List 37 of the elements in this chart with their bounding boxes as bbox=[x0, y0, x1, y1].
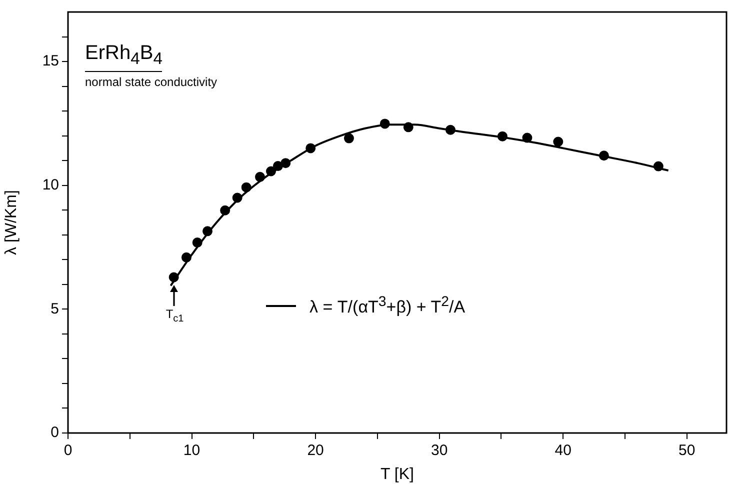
annotation: T$_{c1}$ bbox=[166, 307, 184, 325]
text: normal state conductivity bbox=[85, 75, 218, 89]
x-tick-label: 40 bbox=[554, 442, 572, 460]
point bbox=[192, 238, 202, 248]
x-tick-label: 10 bbox=[183, 442, 200, 460]
y-axis-title: λ [W/Km] bbox=[3, 190, 20, 255]
text: ErRh$_{4}$B$_{4}$ bbox=[85, 42, 162, 72]
point bbox=[272, 161, 283, 172]
point bbox=[306, 143, 316, 154]
point bbox=[280, 158, 291, 168]
point bbox=[254, 172, 265, 182]
point bbox=[445, 124, 456, 135]
point bbox=[380, 118, 390, 129]
point bbox=[266, 166, 276, 176]
x-tick-label: 0 bbox=[64, 442, 72, 460]
point bbox=[202, 226, 212, 236]
point bbox=[232, 192, 242, 203]
x-axis-title: T [K] bbox=[380, 466, 414, 483]
point bbox=[653, 161, 664, 172]
point bbox=[220, 205, 230, 216]
point bbox=[344, 133, 354, 144]
y-tick-label: 5 bbox=[50, 300, 59, 318]
point bbox=[168, 272, 179, 282]
point bbox=[497, 131, 508, 142]
point bbox=[553, 136, 564, 147]
x-tick-label: 20 bbox=[307, 442, 324, 460]
point bbox=[598, 150, 609, 161]
x-tick-label: 30 bbox=[430, 442, 448, 460]
point bbox=[181, 252, 192, 262]
y-tick-label: 0 bbox=[50, 424, 59, 442]
y-tick-label: 15 bbox=[42, 52, 59, 70]
point bbox=[522, 132, 532, 143]
legend-label: λ = T/(αT$^{3}$+β) + T$^{2}$/A bbox=[310, 294, 466, 318]
point bbox=[403, 122, 414, 132]
point bbox=[241, 182, 252, 192]
x-tick-label: 50 bbox=[678, 442, 696, 460]
y-tick-label: 10 bbox=[42, 176, 59, 194]
